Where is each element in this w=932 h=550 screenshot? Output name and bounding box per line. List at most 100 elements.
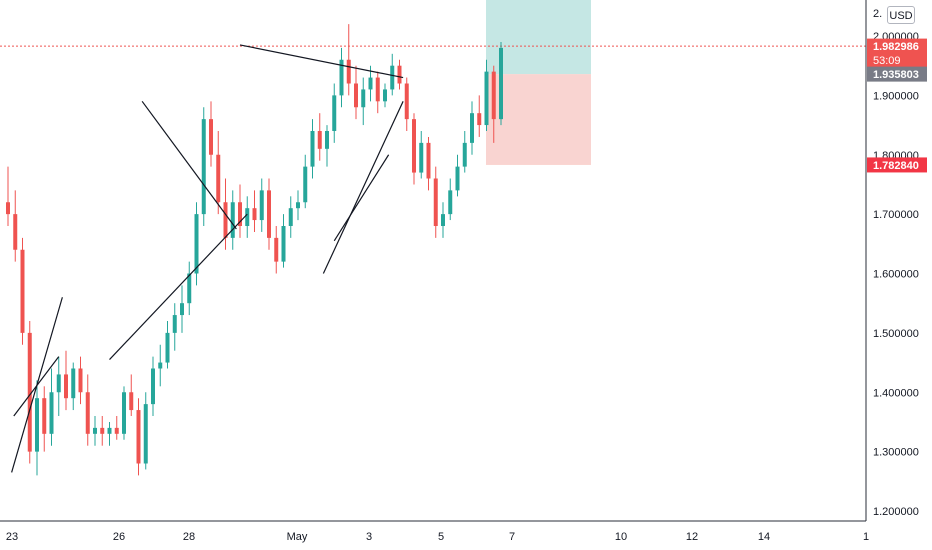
candle-body xyxy=(85,392,90,434)
price-axis[interactable]: 2. 2.000000 1.900000 1.800000 1.700000 1… xyxy=(873,8,919,518)
candle-body xyxy=(187,273,192,304)
trendline xyxy=(333,154,390,242)
candle xyxy=(20,237,25,345)
candle-body xyxy=(238,202,242,226)
x-tick-label: 7 xyxy=(509,531,515,543)
candle xyxy=(49,368,54,446)
candle-body xyxy=(462,142,467,167)
candle-body xyxy=(13,214,18,250)
x-tick-label: 5 xyxy=(438,531,444,543)
candle xyxy=(419,131,424,179)
candle xyxy=(441,202,445,238)
candle-body xyxy=(209,119,213,155)
candle-body xyxy=(412,119,416,173)
candle-body xyxy=(310,131,315,167)
last-price-badge: 1.982986 53:09 xyxy=(867,38,927,69)
x-tick-label: 10 xyxy=(615,531,627,543)
trendline xyxy=(322,101,404,274)
candlestick-series xyxy=(6,24,503,476)
candle xyxy=(13,190,18,262)
candle xyxy=(151,356,155,416)
x-tick-label: 23 xyxy=(6,531,18,543)
candle-body xyxy=(354,83,358,108)
candle-body xyxy=(100,427,105,434)
candle-body xyxy=(346,59,351,84)
currency-button[interactable]: USD xyxy=(887,6,915,24)
candle xyxy=(448,178,453,221)
candle xyxy=(194,202,199,286)
candle-body xyxy=(288,208,293,226)
x-tick-label: 12 xyxy=(686,531,698,543)
candle xyxy=(187,261,192,316)
candle xyxy=(172,303,177,351)
trendline xyxy=(141,100,237,230)
candle xyxy=(383,83,387,108)
candle xyxy=(245,196,250,238)
candle-body xyxy=(274,237,279,262)
candle xyxy=(499,41,503,126)
candle-body xyxy=(56,374,61,393)
candle xyxy=(477,95,482,137)
candle-body xyxy=(375,77,380,102)
candle-body xyxy=(35,398,39,452)
trendline-drawings[interactable] xyxy=(11,44,404,473)
candle-body xyxy=(42,398,47,434)
candle-body xyxy=(317,131,322,149)
candle-body xyxy=(455,166,460,191)
candle xyxy=(180,285,184,333)
candle xyxy=(433,166,438,238)
candle-body xyxy=(136,410,141,464)
candle xyxy=(136,398,141,476)
candle xyxy=(462,131,467,173)
candle xyxy=(288,196,293,238)
candle xyxy=(165,321,170,369)
candle xyxy=(332,83,337,143)
candle-body xyxy=(151,368,155,405)
candle xyxy=(303,154,308,209)
x-tick-label: May xyxy=(287,531,308,543)
candle-body xyxy=(499,47,503,120)
candle xyxy=(426,136,431,191)
candle-body xyxy=(27,332,32,452)
candle xyxy=(209,101,213,167)
candle xyxy=(361,77,366,126)
y-tick-label: 1.300000 xyxy=(873,447,919,459)
candle xyxy=(56,356,61,416)
candle-body xyxy=(426,142,431,179)
candle-body xyxy=(332,95,337,131)
x-tick-label: 28 xyxy=(183,531,195,543)
candle-body xyxy=(404,83,409,120)
y-tick-label: 1.400000 xyxy=(873,387,919,399)
candle-body xyxy=(165,332,170,363)
candle-body xyxy=(433,178,438,226)
candle-body xyxy=(64,374,68,399)
candle-body xyxy=(484,71,489,126)
candle xyxy=(354,65,358,120)
candle xyxy=(93,416,97,446)
candle xyxy=(491,65,496,143)
candle xyxy=(252,190,257,232)
candle-body xyxy=(49,392,54,434)
x-tick-label: 14 xyxy=(758,531,770,543)
candle-body xyxy=(259,190,264,221)
candle xyxy=(158,344,163,387)
candle xyxy=(42,386,47,452)
candle-body xyxy=(107,427,112,434)
candle xyxy=(35,380,39,476)
x-tick-label: 1 xyxy=(863,531,869,543)
candle-body xyxy=(296,202,300,209)
candle-body xyxy=(129,392,134,411)
candle xyxy=(404,77,409,131)
candle xyxy=(317,113,322,161)
candle xyxy=(85,374,90,446)
entry-price-value: 1.935803 xyxy=(873,69,919,81)
candle-body xyxy=(216,154,221,203)
candle-body xyxy=(194,214,199,274)
y-tick-label: 1.700000 xyxy=(873,209,919,221)
time-axis[interactable]: 23 26 28 May 3 5 7 10 12 14 1 xyxy=(6,531,869,543)
candle-body xyxy=(20,249,25,333)
candle-body xyxy=(143,404,148,464)
candle-body xyxy=(180,303,184,316)
candle-body xyxy=(223,202,228,238)
